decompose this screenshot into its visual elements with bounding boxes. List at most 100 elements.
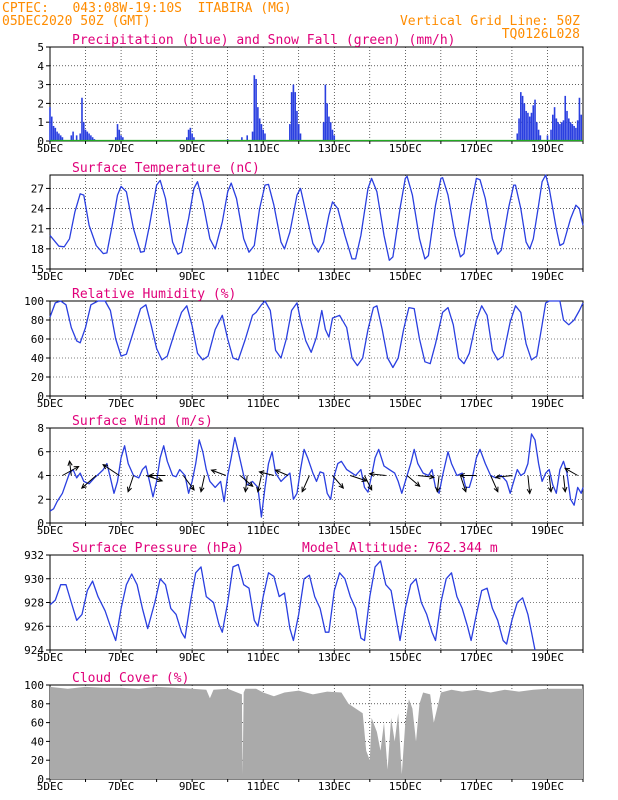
precip-xtick-label: 17DEC: [460, 142, 493, 155]
wind-arrow-head: [210, 469, 217, 475]
precip-bar: [118, 129, 121, 141]
rh-xtick-label: 5DEC: [37, 397, 64, 410]
precip-bar: [532, 105, 535, 141]
precip-bar: [294, 92, 296, 141]
rh-series-line: [49, 300, 584, 369]
precip-bar: [70, 135, 73, 141]
wind-arrow-head: [493, 486, 499, 493]
wind-xtick-label: 9DEC: [179, 524, 206, 537]
wind-arrow-head: [429, 474, 436, 480]
precip-bar: [120, 135, 122, 141]
precip-bar: [551, 114, 554, 141]
precip-bar: [191, 133, 193, 141]
wind-arrow: [548, 475, 552, 492]
precip-bar: [91, 137, 94, 141]
precip-bar: [297, 124, 300, 141]
precip-bar: [59, 135, 62, 141]
precip-bar: [186, 137, 188, 141]
wind-arrow-head: [126, 486, 132, 493]
temp-xtick-label: 13DEC: [318, 270, 351, 283]
precip-bar: [52, 125, 55, 141]
pressure-xtick-label: 19DEC: [531, 651, 564, 664]
cloud-xtick-label: 5DEC: [37, 780, 64, 793]
wind-arrow-head: [526, 488, 532, 495]
precip-bar: [58, 133, 60, 141]
precip-bar: [61, 137, 64, 141]
precip-bar: [292, 84, 295, 141]
wind-arrow-head: [102, 464, 109, 470]
wind-arrow: [350, 475, 367, 482]
wind-ytick-label: 6: [37, 446, 44, 459]
precip-bar: [580, 114, 583, 141]
precip-bar: [54, 127, 57, 141]
precip-bar: [122, 137, 124, 141]
precip-frame: [49, 46, 584, 142]
temp-ytick-label: 27: [31, 182, 44, 195]
precip-bar: [299, 133, 302, 141]
precip-bar: [575, 127, 577, 141]
pressure-xtick-label: 5DEC: [37, 651, 64, 664]
precip-bar: [328, 116, 330, 141]
pressure-ytick-label: 930: [24, 573, 44, 586]
wind-arrow: [301, 475, 310, 492]
wind-arrow-head: [247, 481, 254, 488]
wind-arrow-head: [157, 477, 164, 483]
wind-arrow-head: [562, 486, 568, 493]
wind-arrow: [564, 467, 578, 476]
precip-bar: [525, 110, 527, 141]
precip-bar: [557, 122, 559, 141]
precip-bar: [537, 129, 540, 141]
precip-bar: [246, 135, 249, 141]
precip-bar: [82, 122, 85, 141]
precip-xtick-label: 19DEC: [531, 142, 564, 155]
cloud-xtick-label: 17DEC: [460, 780, 493, 793]
temp-ytick-label: 18: [31, 243, 44, 256]
wind-arrow-head: [243, 486, 249, 493]
rh-ytick-label: 80: [31, 314, 44, 327]
wind-arrow: [275, 469, 289, 476]
wind-arrow: [259, 471, 274, 476]
precip-bar: [49, 107, 51, 141]
precip-bar: [251, 131, 254, 141]
temp-xtick-label: 5DEC: [37, 270, 64, 283]
precip-bar: [255, 78, 257, 141]
wind-arrow: [81, 475, 97, 489]
precip-bar: [296, 110, 298, 141]
wind-xtick-label: 7DEC: [108, 524, 135, 537]
precip-bar: [289, 124, 291, 141]
precip-title: Precipitation (blue) and Snow Fall (gree…: [72, 33, 456, 48]
temp-title: Surface Temperature (nC): [72, 161, 260, 176]
precip-bar: [260, 124, 263, 141]
pressure-annotation: Model Altitude: 762.344 m: [302, 541, 498, 556]
wind-xtick-label: 19DEC: [531, 524, 564, 537]
cloud-ytick-label: 20: [31, 754, 44, 767]
pressure-xtick-label: 15DEC: [389, 651, 422, 664]
cloud-cover-area: [50, 686, 583, 779]
rh-xtick-label: 15DEC: [389, 397, 422, 410]
cloud-ytick-label: 60: [31, 717, 44, 730]
wind-arrow-head: [258, 470, 265, 476]
temp-xtick-label: 17DEC: [460, 270, 493, 283]
wind-arrow-head: [494, 474, 501, 480]
wind-arrow-head: [256, 486, 262, 493]
header-location: CPTEC: 043:08W-19:10S ITABIRA (MG): [2, 1, 292, 16]
temp-ytick-label: 15: [31, 263, 44, 276]
rh-frame: [49, 300, 584, 397]
temp-xtick-label: 19DEC: [531, 270, 564, 283]
wind-series-line: [49, 433, 584, 518]
precip-bar: [536, 122, 538, 141]
precip-bar: [324, 84, 327, 141]
wind-arrow: [200, 475, 206, 492]
temp-ytick-label: 21: [31, 223, 44, 236]
rh-title: Relative Humidity (%): [72, 287, 236, 302]
rh-xtick-label: 9DEC: [179, 397, 206, 410]
precip-bar: [564, 95, 567, 141]
wind-arrow: [211, 469, 227, 476]
precip-bar: [528, 116, 531, 141]
precip-bar: [566, 110, 568, 141]
precip-bar: [331, 129, 334, 141]
precip-xtick-label: 11DEC: [247, 142, 280, 155]
precip-bar: [79, 133, 82, 141]
precip-bar: [546, 135, 549, 141]
precip-bar: [523, 103, 526, 141]
